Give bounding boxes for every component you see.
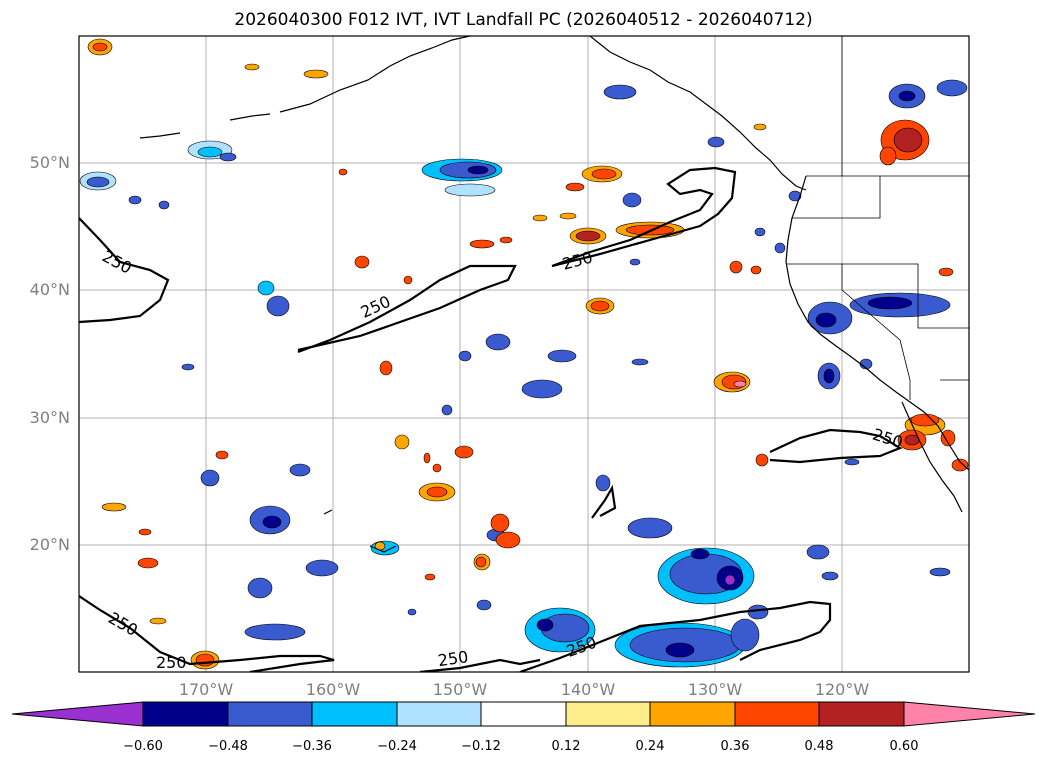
negative-anomaly-blobs	[79, 79, 968, 668]
colorbar-tick-label: −0.48	[208, 739, 248, 754]
lat-label: 50°N	[29, 153, 70, 172]
colorbar-tick-label: −0.60	[123, 739, 163, 754]
colorbar-bin	[396, 701, 482, 727]
map-frame	[78, 35, 970, 673]
colorbar	[11, 701, 1036, 727]
colorbar-bin	[480, 701, 567, 727]
colorbar-bin	[649, 701, 736, 727]
contour-label: 250	[156, 653, 187, 672]
colorbar-tick-label: −0.24	[377, 739, 417, 754]
lat-label: 30°N	[29, 408, 70, 427]
lon-label: 130°W	[687, 680, 743, 699]
lat-label: 20°N	[29, 535, 70, 554]
lon-label: 140°W	[560, 680, 616, 699]
colorbar-tick-label: −0.36	[292, 739, 332, 754]
colorbar-bin	[565, 701, 651, 727]
colorbar-bin	[142, 701, 229, 727]
political-borders	[786, 36, 969, 400]
ivt-250-contours	[79, 166, 903, 672]
map-title: 2026040300 F012 IVT, IVT Landfall PC (20…	[234, 10, 813, 30]
colorbar-tick-label: 0.60	[889, 739, 919, 754]
lon-label: 160°W	[305, 680, 361, 699]
lon-label: 150°W	[432, 680, 488, 699]
colorbar-extend-low	[11, 701, 144, 727]
colorbar-extend-high	[903, 701, 1036, 727]
contour-label: 250	[437, 647, 470, 670]
colorbar-tick-label: −0.12	[461, 739, 501, 754]
colorbar-tick-label: 0.12	[551, 739, 581, 754]
map-panel	[79, 36, 969, 672]
colorbar-bin	[734, 701, 820, 727]
colorbar-tick-label: 0.48	[804, 739, 834, 754]
lon-label: 120°W	[814, 680, 870, 699]
colorbar-bin	[311, 701, 398, 727]
colorbar-bin	[227, 701, 313, 727]
colorbar-tick-label: 0.24	[635, 739, 665, 754]
colorbar-bin	[818, 701, 905, 727]
coastlines	[139, 36, 969, 553]
lat-label: 40°N	[29, 280, 70, 299]
colorbar-tick-label: 0.36	[720, 739, 750, 754]
lon-label: 170°W	[178, 680, 234, 699]
